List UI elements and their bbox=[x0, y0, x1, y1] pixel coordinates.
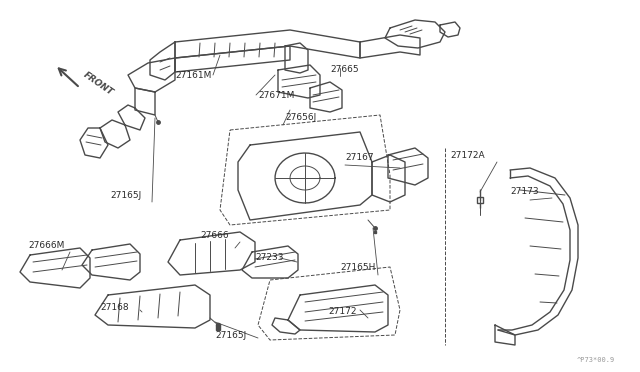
Text: 27161M: 27161M bbox=[175, 71, 211, 80]
Text: 27671M: 27671M bbox=[258, 90, 294, 99]
Text: 27165H: 27165H bbox=[340, 263, 376, 273]
Text: ^P73*00.9: ^P73*00.9 bbox=[577, 357, 615, 363]
Text: 27165J: 27165J bbox=[215, 330, 246, 340]
Text: 27172A: 27172A bbox=[450, 151, 484, 160]
Text: 27666M: 27666M bbox=[28, 241, 65, 250]
Text: 27233: 27233 bbox=[255, 253, 284, 263]
Text: 27165J: 27165J bbox=[110, 190, 141, 199]
Text: 27173: 27173 bbox=[510, 187, 539, 196]
Text: 27172: 27172 bbox=[328, 308, 356, 317]
Text: FRONT: FRONT bbox=[82, 70, 115, 97]
Text: 27666: 27666 bbox=[200, 231, 228, 240]
Text: 27665: 27665 bbox=[330, 65, 358, 74]
Text: 27656J: 27656J bbox=[285, 113, 316, 122]
Text: 27168: 27168 bbox=[100, 304, 129, 312]
Text: 27167: 27167 bbox=[345, 154, 374, 163]
